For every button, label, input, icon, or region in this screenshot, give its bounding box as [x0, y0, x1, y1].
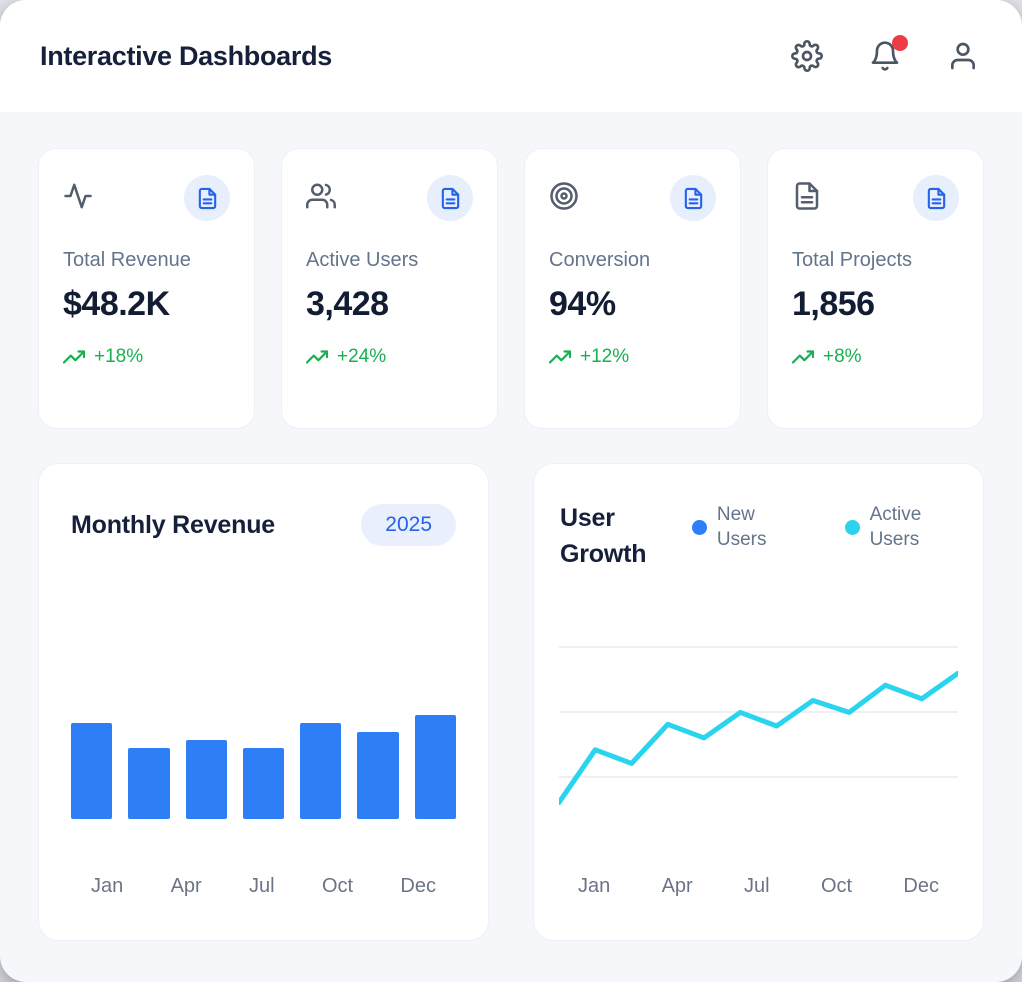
stat-value: 1,856	[792, 285, 875, 323]
gear-icon	[791, 40, 823, 72]
revenue-bar	[242, 748, 285, 819]
file-text-icon	[792, 181, 822, 216]
stat-label: Total Projects	[792, 249, 913, 271]
year-badge[interactable]: 2025	[361, 504, 456, 546]
document-icon	[198, 187, 216, 209]
revenue-bars	[71, 715, 456, 819]
stats-row: Total Revenue $48.2K +18%	[38, 148, 984, 429]
revenue-x-labels: Jan Apr Jul Oct Dec	[63, 875, 464, 898]
legend-label: New Users	[716, 504, 767, 551]
notification-dot	[892, 35, 908, 51]
growth-chart-svg	[559, 646, 958, 805]
stat-label: Total Revenue	[63, 249, 191, 271]
active-users-line	[559, 670, 958, 805]
profile-button[interactable]	[946, 39, 980, 73]
header-actions	[790, 35, 980, 73]
revenue-bar	[128, 748, 170, 819]
axis-tick-label: Jul	[744, 875, 770, 897]
growth-x-labels: Jan Apr Jul Oct Dec	[558, 875, 959, 898]
revenue-bar	[357, 731, 399, 819]
user-growth-card: User Growth New Users Active Users	[533, 463, 984, 941]
revenue-bar	[414, 715, 456, 819]
trending-up-icon	[306, 350, 328, 364]
doc-badge-button[interactable]	[913, 175, 959, 221]
axis-tick-label: Jan	[578, 875, 611, 897]
dashboard-content: Total Revenue $48.2K +18%	[0, 112, 1022, 982]
growth-chart-title: User Growth	[560, 504, 647, 569]
legend-dot-new-users	[691, 519, 707, 535]
document-icon	[441, 187, 459, 209]
revenue-chart-title: Monthly Revenue	[71, 510, 275, 539]
stat-change: +12%	[549, 346, 716, 368]
axis-tick-label: Dec	[903, 875, 939, 897]
legend-label: Active Users	[869, 504, 922, 551]
trending-up-icon	[549, 350, 571, 364]
axis-tick-label: Apr	[661, 875, 693, 897]
stat-value: 3,428	[306, 285, 389, 323]
document-icon	[927, 187, 945, 209]
stat-change: +24%	[306, 346, 473, 368]
settings-button[interactable]	[790, 39, 824, 73]
stat-card-active-users: Active Users 3,428 +24%	[281, 148, 498, 429]
bell-icon	[871, 41, 899, 71]
trending-up-icon	[63, 350, 85, 364]
stat-value: 94%	[549, 285, 616, 323]
revenue-bar	[300, 723, 342, 819]
axis-tick-label: Oct	[321, 875, 354, 897]
page-title: Interactive Dashboards	[40, 40, 333, 71]
doc-badge-button[interactable]	[427, 175, 473, 221]
stat-value: $48.2K	[63, 285, 170, 323]
target-icon	[549, 181, 579, 216]
doc-badge-button[interactable]	[184, 175, 230, 221]
growth-chart-plot	[558, 621, 959, 831]
users-icon	[306, 181, 336, 216]
monthly-revenue-card: Monthly Revenue 2025 Jan Apr Jul Oct Dec	[38, 463, 489, 941]
axis-tick-label: Dec	[400, 875, 436, 897]
document-icon	[684, 187, 702, 209]
charts-row: Monthly Revenue 2025 Jan Apr Jul Oct Dec Use…	[38, 463, 984, 941]
axis-tick-label: Jan	[91, 875, 124, 897]
doc-badge-button[interactable]	[670, 175, 716, 221]
legend-dot-active-users	[844, 519, 860, 535]
user-icon	[951, 42, 975, 70]
activity-icon	[63, 181, 93, 216]
stat-label: Active Users	[306, 249, 419, 271]
notifications-button[interactable]	[868, 35, 908, 73]
stat-change: +18%	[63, 346, 230, 368]
revenue-bar	[185, 739, 227, 819]
axis-tick-label: Apr	[170, 875, 202, 897]
app-header: Interactive Dashboards	[0, 0, 1022, 112]
stat-card-total-revenue: Total Revenue $48.2K +18%	[38, 148, 255, 429]
legend-item-active-users[interactable]: Active Users	[844, 502, 957, 552]
trending-up-icon	[792, 350, 814, 364]
axis-tick-label: Jul	[249, 875, 275, 897]
axis-tick-label: Oct	[820, 875, 853, 897]
stat-card-conversion: Conversion 94% +12%	[524, 148, 741, 429]
legend-item-new-users[interactable]: New Users	[691, 502, 793, 552]
revenue-bar	[71, 723, 113, 819]
stat-label: Conversion	[549, 249, 651, 271]
stat-card-total-projects: Total Projects 1,856 +8%	[767, 148, 984, 429]
chart-legend: New Users Active Users	[691, 500, 957, 552]
stat-change: +8%	[792, 346, 959, 368]
